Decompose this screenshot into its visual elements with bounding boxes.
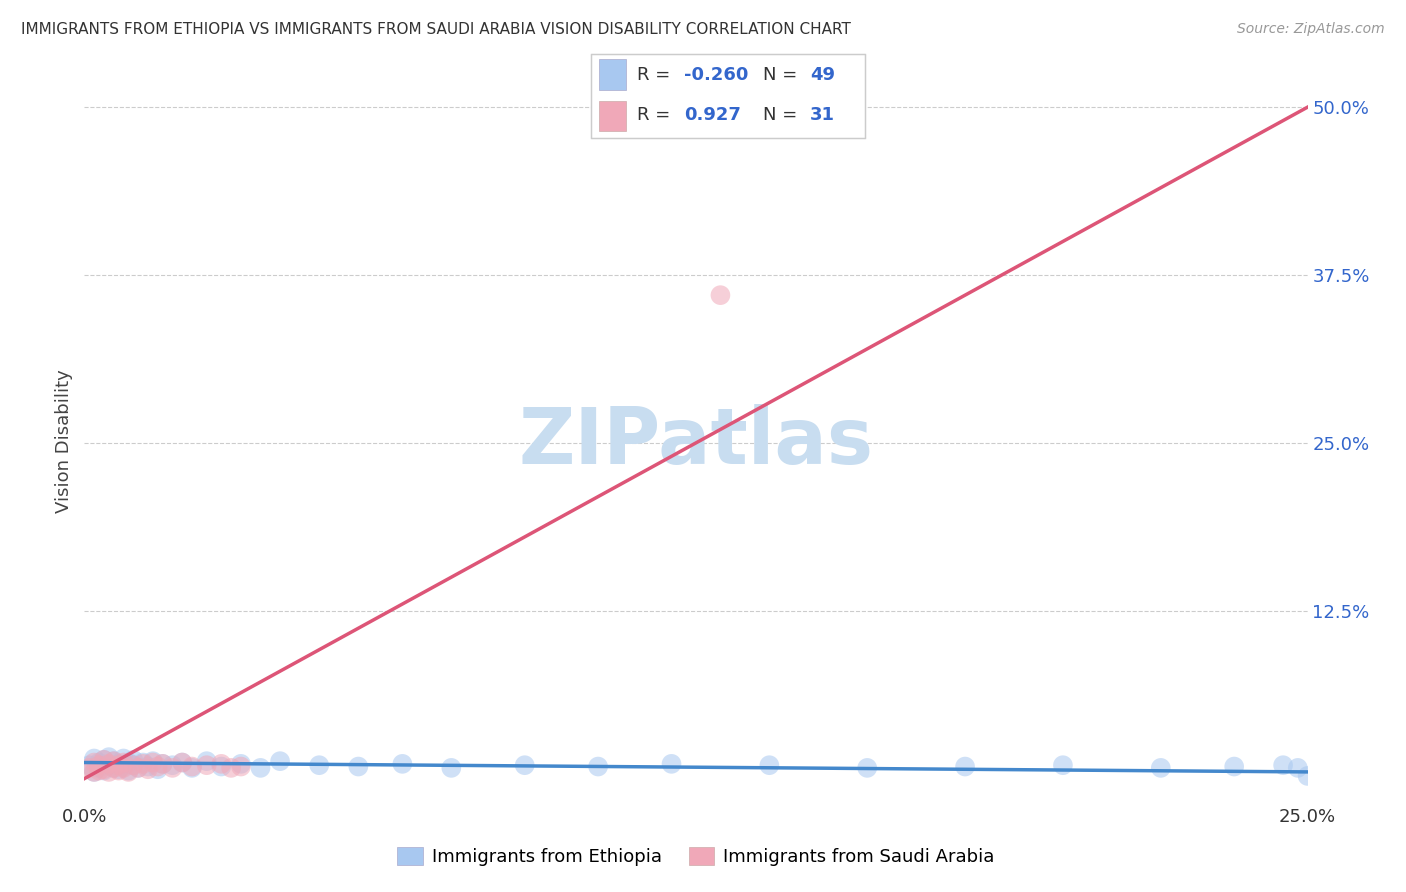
Text: 31: 31 xyxy=(810,106,835,124)
Point xyxy=(513,758,536,772)
Point xyxy=(112,759,135,773)
Point xyxy=(87,758,110,772)
Point xyxy=(107,758,129,772)
Point xyxy=(83,751,105,765)
Point xyxy=(127,761,149,775)
Point xyxy=(146,762,169,776)
Point xyxy=(132,756,155,770)
Text: 0.927: 0.927 xyxy=(683,106,741,124)
Point xyxy=(77,761,100,775)
Point xyxy=(103,754,125,768)
Point xyxy=(93,762,115,776)
Point xyxy=(162,758,184,772)
Y-axis label: Vision Disability: Vision Disability xyxy=(55,369,73,514)
Point xyxy=(1223,759,1246,773)
Point xyxy=(77,758,100,772)
Point xyxy=(209,759,232,773)
Text: R =: R = xyxy=(637,66,676,84)
Point xyxy=(103,761,125,775)
Point xyxy=(152,756,174,771)
Point xyxy=(440,761,463,775)
Point xyxy=(209,756,232,771)
Text: N =: N = xyxy=(763,106,803,124)
Bar xyxy=(599,60,626,90)
Point xyxy=(181,761,204,775)
Point xyxy=(162,761,184,775)
Point xyxy=(136,762,159,776)
Point xyxy=(586,759,609,773)
Point xyxy=(856,761,879,775)
Text: N =: N = xyxy=(763,66,803,84)
Point xyxy=(1272,758,1295,772)
Legend: Immigrants from Ethiopia, Immigrants from Saudi Arabia: Immigrants from Ethiopia, Immigrants fro… xyxy=(391,840,1001,873)
Point xyxy=(107,756,129,771)
Point xyxy=(112,751,135,765)
Point xyxy=(709,288,731,302)
Text: Source: ZipAtlas.com: Source: ZipAtlas.com xyxy=(1237,22,1385,37)
Point xyxy=(229,756,252,771)
Text: R =: R = xyxy=(637,106,676,124)
Point xyxy=(122,758,145,772)
Point xyxy=(391,756,413,771)
Point xyxy=(1052,758,1074,772)
Point xyxy=(1286,761,1309,775)
Text: ZIPatlas: ZIPatlas xyxy=(519,403,873,480)
Point xyxy=(97,756,120,771)
Point xyxy=(1296,769,1319,783)
Point xyxy=(122,758,145,772)
Point xyxy=(195,758,218,772)
Point xyxy=(93,764,115,778)
Point xyxy=(953,759,976,773)
Point xyxy=(181,759,204,773)
Point xyxy=(97,764,120,779)
Point xyxy=(112,756,135,770)
Point xyxy=(93,753,115,767)
Point xyxy=(1150,761,1173,775)
Point xyxy=(112,761,135,775)
Point xyxy=(146,759,169,773)
Point xyxy=(172,756,194,770)
Point xyxy=(152,756,174,771)
Point xyxy=(93,753,115,767)
Point xyxy=(103,761,125,775)
Point xyxy=(87,756,110,770)
Point xyxy=(83,756,105,770)
Point xyxy=(661,756,683,771)
Point xyxy=(122,753,145,767)
Point xyxy=(117,756,139,770)
Point xyxy=(83,764,105,779)
Text: 49: 49 xyxy=(810,66,835,84)
Point xyxy=(117,764,139,778)
Point xyxy=(347,759,370,773)
Point xyxy=(758,758,780,772)
Point xyxy=(87,764,110,778)
Point xyxy=(97,758,120,772)
Text: -0.260: -0.260 xyxy=(683,66,748,84)
Point xyxy=(172,756,194,770)
Point xyxy=(132,756,155,771)
Point xyxy=(249,761,271,775)
Text: IMMIGRANTS FROM ETHIOPIA VS IMMIGRANTS FROM SAUDI ARABIA VISION DISABILITY CORRE: IMMIGRANTS FROM ETHIOPIA VS IMMIGRANTS F… xyxy=(21,22,851,37)
Point xyxy=(87,761,110,775)
Point xyxy=(83,764,105,779)
Point xyxy=(117,764,139,779)
Point xyxy=(136,759,159,773)
Point xyxy=(269,754,291,768)
Point xyxy=(103,754,125,768)
Point xyxy=(308,758,330,772)
Point xyxy=(97,750,120,764)
Point xyxy=(142,756,165,770)
Point xyxy=(127,761,149,775)
Point xyxy=(229,759,252,773)
Point xyxy=(195,754,218,768)
Point xyxy=(107,764,129,778)
Bar xyxy=(599,101,626,131)
Point xyxy=(142,754,165,768)
Point xyxy=(219,761,242,775)
Point xyxy=(107,762,129,776)
